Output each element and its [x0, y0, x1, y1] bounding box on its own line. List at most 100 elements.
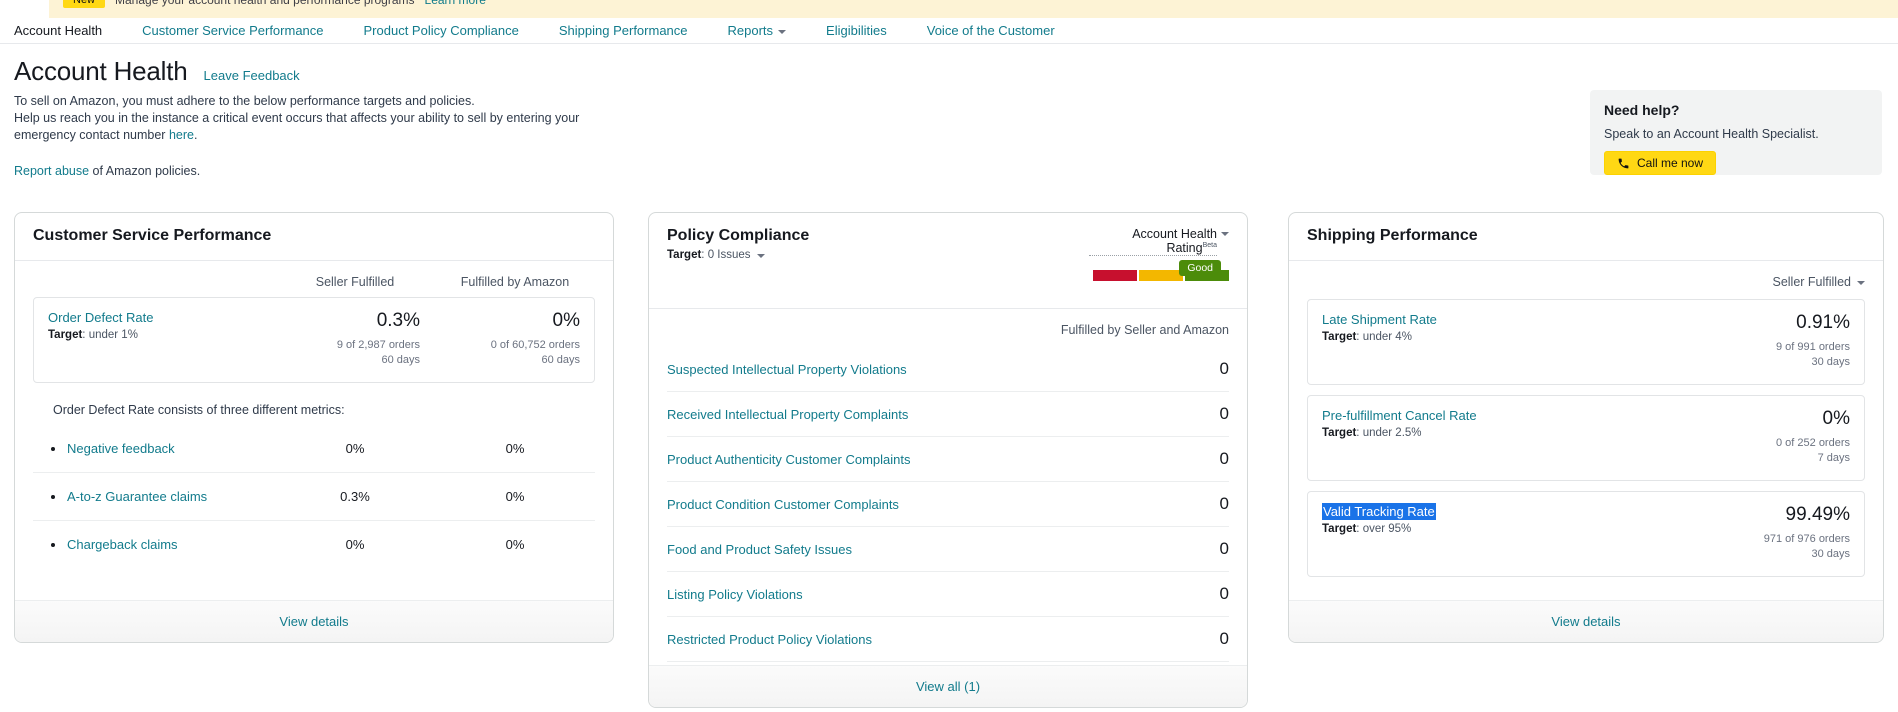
- card-header: Shipping Performance: [1289, 213, 1883, 261]
- late-shipment-rate-row: Late Shipment Rate Target: under 4% 0.91…: [1307, 299, 1865, 385]
- chevron-down-icon: [1857, 281, 1865, 285]
- nav-item-reports[interactable]: Reports: [728, 23, 787, 38]
- card-header: Policy Compliance Target: 0 Issues Accou…: [649, 213, 1247, 309]
- policy-target: Target: 0 Issues: [667, 249, 809, 261]
- call-me-now-label: Call me now: [1637, 156, 1704, 170]
- metric-label-group: Pre-fulfillment Cancel Rate Target: unde…: [1322, 408, 1690, 439]
- metric-target: Target: under 2.5%: [1322, 427, 1422, 439]
- submetric-seller-value: 0%: [345, 537, 365, 552]
- customer-service-view-details-link[interactable]: View details: [279, 614, 349, 629]
- nav-item-product-policy-compliance[interactable]: Product Policy Compliance: [364, 23, 519, 38]
- late-shipment-rate-link[interactable]: Late Shipment Rate: [1322, 312, 1437, 327]
- policy-row: Product Condition Customer Complaints 0: [667, 482, 1229, 527]
- valid-tracking-values: 99.49% 971 of 976 orders 30 days: [1690, 504, 1850, 562]
- shipping-view-details-link[interactable]: View details: [1551, 614, 1621, 629]
- valid-tracking-rate-link[interactable]: Valid Tracking Rate: [1322, 503, 1690, 520]
- banner-learn-more-link[interactable]: Learn more: [424, 0, 486, 7]
- metric-period: 30 days: [1811, 548, 1850, 560]
- chevron-down-icon[interactable]: [756, 254, 765, 258]
- metric-orders: 971 of 976 orders: [1763, 533, 1850, 545]
- fulfillment-filter-label: Seller Fulfilled: [1772, 275, 1851, 289]
- submetric-fba-value: 0%: [505, 489, 525, 504]
- column-header-fulfilled-by-seller-and-amazon: Fulfilled by Seller and Amazon: [1060, 323, 1229, 337]
- account-health-rating-link[interactable]: Account Health RatingBeta: [1089, 227, 1217, 256]
- account-health-rating: Account Health RatingBeta Good: [1089, 227, 1229, 296]
- account-health-rating-header: Account Health RatingBeta: [1089, 227, 1229, 256]
- submetric-seller-value: 0%: [345, 441, 365, 456]
- description-line-2: Help us reach you in the instance a crit…: [14, 110, 579, 127]
- policy-row: Restricted Product Policy Violations 0: [667, 617, 1229, 662]
- submetric-row: A-to-z Guarantee claims 0.3% 0%: [33, 473, 595, 521]
- card-header: Customer Service Performance: [15, 213, 613, 261]
- emergency-contact-here-link[interactable]: here: [168, 128, 194, 142]
- submetric-a-to-z-claims-link[interactable]: A-to-z Guarantee claims: [67, 489, 208, 504]
- policy-value-group: 0: [1215, 449, 1229, 469]
- rating-status-badge: Good: [1179, 260, 1221, 276]
- nav-item-voice-of-the-customer[interactable]: Voice of the Customer: [927, 23, 1055, 38]
- nav-item-eligibilities[interactable]: Eligibilities: [826, 23, 887, 38]
- column-headers: Seller Fulfilled Fulfilled by Amazon: [33, 261, 595, 297]
- metric-target: Target: over 95%: [1322, 523, 1412, 535]
- chevron-down-icon[interactable]: [1221, 232, 1229, 236]
- chevron-down-icon: [778, 29, 787, 34]
- card-title: Customer Service Performance: [33, 227, 272, 244]
- report-abuse-link[interactable]: Report abuse: [14, 164, 90, 178]
- policy-link-food-product-safety-issues[interactable]: Food and Product Safety Issues: [667, 541, 852, 557]
- selected-text-highlight: Valid Tracking Rate: [1322, 503, 1436, 520]
- fulfillment-filter-dropdown[interactable]: Seller Fulfilled: [1307, 261, 1865, 299]
- description-line-3: emergency contact number here.: [14, 127, 579, 144]
- metric-value: 99.49%: [1785, 504, 1850, 525]
- nav-item-label: Voice of the Customer: [926, 23, 1055, 38]
- card-title-group: Policy Compliance Target: 0 Issues: [667, 227, 809, 261]
- policy-view-all-link[interactable]: View all (1): [915, 679, 981, 694]
- target-label: Target: [1322, 427, 1357, 439]
- policy-row: Food and Product Safety Issues 0: [667, 527, 1229, 572]
- policy-link-product-condition-complaints[interactable]: Product Condition Customer Complaints: [667, 496, 899, 512]
- policy-value-group: 0: [1215, 404, 1229, 424]
- policy-link-restricted-product-violations[interactable]: Restricted Product Policy Violations: [667, 631, 872, 647]
- need-help-panel: Need help? Speak to an Account Health Sp…: [1590, 90, 1882, 175]
- leave-feedback-link[interactable]: Leave Feedback: [203, 68, 300, 83]
- target-value: over 95%: [1362, 523, 1412, 535]
- submetric-negative-feedback-link[interactable]: Negative feedback: [67, 441, 175, 456]
- metric-orders: 9 of 991 orders: [1776, 341, 1850, 353]
- order-defect-rate-row: Order Defect Rate Target: under 1% 0.3% …: [33, 297, 595, 383]
- policy-link-product-authenticity-complaints[interactable]: Product Authenticity Customer Complaints: [667, 451, 911, 467]
- metric-label-group: Late Shipment Rate Target: under 4%: [1322, 312, 1690, 343]
- odr-seller-period: 60 days: [381, 354, 420, 366]
- policy-value: 0: [1219, 584, 1229, 603]
- page-header: Account Health Leave Feedback To sell on…: [14, 56, 579, 178]
- submetric-row: Negative feedback 0% 0%: [33, 425, 595, 473]
- card-body: Seller Fulfilled Late Shipment Rate Targ…: [1289, 261, 1883, 617]
- policy-value-group: 0: [1215, 539, 1229, 559]
- customer-service-performance-card: Customer Service Performance Seller Fulf…: [14, 212, 614, 643]
- pre-fulfillment-cancel-rate-link[interactable]: Pre-fulfillment Cancel Rate: [1322, 408, 1477, 423]
- policy-link-listing-policy-violations[interactable]: Listing Policy Violations: [667, 586, 803, 602]
- odr-fba-value: 0%: [552, 310, 580, 331]
- policy-value: 0: [1219, 404, 1229, 423]
- target-label: Target: [667, 249, 702, 261]
- submetric-fba-value: 0%: [505, 537, 525, 552]
- submetric-row: Chargeback claims 0% 0%: [33, 521, 595, 568]
- late-shipment-values: 0.91% 9 of 991 orders 30 days: [1690, 312, 1850, 370]
- policy-link-suspected-ip-violations[interactable]: Suspected Intellectual Property Violatio…: [667, 361, 907, 377]
- nav-item-shipping-performance[interactable]: Shipping Performance: [559, 23, 688, 38]
- report-abuse-rest: of Amazon policies.: [89, 164, 201, 178]
- gauge-segment-amber: [1139, 270, 1183, 281]
- policy-value-group: 0: [1215, 629, 1229, 649]
- submetric-chargeback-claims-link[interactable]: Chargeback claims: [67, 537, 178, 552]
- policy-value: 0: [1219, 494, 1229, 513]
- order-defect-rate-link[interactable]: Order Defect Rate: [48, 310, 154, 325]
- call-me-now-button[interactable]: Call me now: [1604, 151, 1717, 175]
- nav-item-customer-service-performance[interactable]: Customer Service Performance: [142, 23, 323, 38]
- gauge-segment-red: [1093, 270, 1137, 281]
- nav-item-label: Reports: [727, 23, 774, 38]
- card-title: Policy Compliance: [667, 227, 810, 244]
- policy-link-received-ip-complaints[interactable]: Received Intellectual Property Complaint…: [667, 406, 909, 422]
- report-abuse-line: Report abuse of Amazon policies.: [14, 164, 579, 178]
- page-title: Account Health: [14, 56, 188, 86]
- nav-item-account-health[interactable]: Account Health: [14, 23, 102, 38]
- target-value: 0 Issues: [707, 249, 751, 261]
- pre-fulfillment-cancel-values: 0% 0 of 252 orders 7 days: [1690, 408, 1850, 466]
- column-header-seller-fulfilled: Seller Fulfilled: [315, 275, 395, 289]
